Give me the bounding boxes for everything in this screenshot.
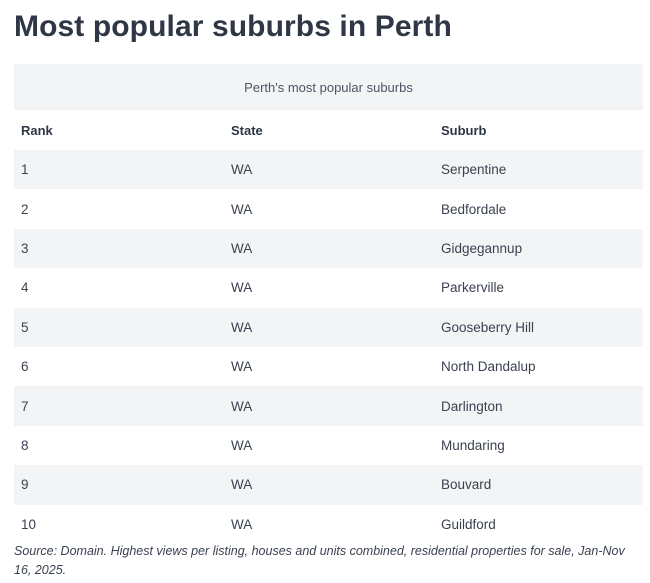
suburb-cell: Bouvard: [434, 465, 644, 505]
rank-cell: 4: [21, 280, 29, 296]
suburb-cell: Serpentine: [434, 150, 644, 190]
table-header-row: Rank State Suburb: [14, 110, 643, 150]
rank-cell: 5: [14, 307, 224, 347]
state-cell: WA: [231, 437, 253, 453]
table-caption: Perth's most popular suburbs: [14, 64, 644, 110]
suburb-cell: Mundaring: [441, 437, 505, 453]
source-note: Source: Domain. Highest views per listin…: [14, 544, 625, 577]
page-title: Most popular suburbs in Perth: [14, 10, 452, 43]
suburb-cell: Parkerville: [441, 280, 505, 296]
table-caption-row: Perth's most popular suburbs: [14, 64, 644, 110]
state-cell: WA: [224, 228, 434, 269]
column-header-rank: Rank: [21, 122, 53, 138]
state-cell: WA: [224, 465, 434, 505]
table-row: 5 WA Gooseberry Hill: [14, 307, 644, 347]
suburb-cell: North Dandalup: [441, 359, 536, 375]
suburb-cell: Darlington: [434, 386, 644, 426]
table-row: 9 WA Bouvard: [14, 465, 644, 505]
column-header-suburb: Suburb: [441, 122, 487, 138]
suburbs-table: Perth's most popular suburbs Rank State …: [14, 64, 644, 544]
state-cell: WA: [231, 516, 253, 532]
state-cell: WA: [231, 201, 253, 217]
table-row: 4 WA Parkerville: [14, 268, 643, 307]
suburb-cell: Guildford: [441, 516, 496, 532]
suburb-cell: Gooseberry Hill: [434, 307, 644, 347]
table-row: 1 WA Serpentine: [14, 150, 644, 190]
rank-cell: 9: [14, 465, 224, 505]
suburbs-table-container: Perth's most popular suburbs Rank State …: [14, 64, 644, 544]
state-cell: WA: [231, 359, 253, 375]
table-row: 7 WA Darlington: [14, 386, 644, 426]
rank-cell: 10: [21, 516, 37, 532]
rank-cell: 6: [21, 359, 29, 375]
state-cell: WA: [224, 150, 434, 190]
table-row: 10 WA Guildford: [14, 505, 643, 544]
table-row: 8 WA Mundaring: [14, 426, 643, 465]
column-header-state: State: [231, 122, 263, 138]
rank-cell: 2: [21, 201, 29, 217]
suburb-cell: Gidgegannup: [434, 228, 644, 269]
rank-cell: 3: [14, 228, 224, 269]
table-row: 2 WA Bedfordale: [14, 189, 643, 228]
rank-cell: 1: [14, 150, 224, 190]
suburb-cell: Bedfordale: [441, 201, 507, 217]
state-cell: WA: [224, 307, 434, 347]
state-cell: WA: [224, 386, 434, 426]
state-cell: WA: [231, 280, 253, 296]
table-row: 6 WA North Dandalup: [14, 347, 643, 386]
rank-cell: 7: [14, 386, 224, 426]
table-row: 3 WA Gidgegannup: [14, 228, 644, 269]
rank-cell: 8: [21, 437, 29, 453]
